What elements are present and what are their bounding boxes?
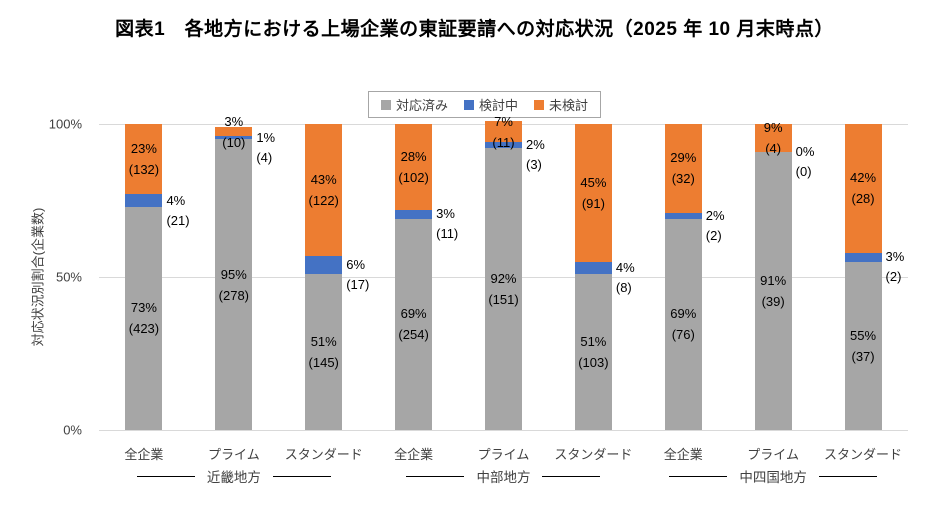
data-label-not-considered: 28% (102) [398,148,429,185]
bar-segment-done [574,273,612,430]
data-label-not-considered: 29% (32) [670,150,697,187]
group-separator-line [272,475,331,477]
bar-segment-considering [844,252,882,262]
x-tick-label: プライム [747,447,800,462]
bar-segment-not-considered [395,124,433,210]
data-label-considering: 6% (17) [346,256,370,292]
data-label-not-considered: 23% (132) [128,141,160,178]
legend-item-considering: 検討中 [464,95,518,114]
data-label-done: 92% (151) [488,271,519,308]
data-label-done: 95% (278) [218,266,250,303]
data-label-not-considered: 9% (4) [763,119,783,156]
x-tick-label: 全企業 [663,447,703,462]
bar-segment-not-considered [754,124,792,152]
bar-segment-done [485,148,522,430]
data-label-done: 51% (103) [578,333,609,370]
bar-segment-not-considered [664,124,702,213]
bar-segment-considering [574,261,612,274]
bar-segment-considering [664,212,702,219]
group-separator-line [136,475,195,477]
data-label-not-considered: 45% (91) [580,174,607,211]
data-label-considering: 2% (3) [526,137,545,173]
x-tick-label: スタンダード [554,447,633,462]
gridline-0 [99,430,908,431]
x-tick-label: 全企業 [394,447,434,462]
group-label: 中部地方 [476,470,531,485]
legend-swatch-not-considered [534,99,545,110]
bar-segment-considering [395,209,433,219]
data-label-not-considered: 42% (28) [850,170,877,207]
bar-segment-not-considered [574,124,612,262]
data-label-considering: 3% (2) [885,249,905,285]
group-separator-line [669,475,728,477]
x-tick-label: プライム [477,447,530,462]
bar-segment-done [125,206,163,430]
legend-label-not-considered: 未検討 [549,98,589,113]
y-tick-label: 0% [63,422,82,438]
group-label: 中四国地方 [739,470,807,485]
data-label-considering: 3% (11) [436,206,459,242]
data-label-considering: 1% (4) [256,129,276,165]
bar-segment-done [305,273,343,430]
group-separator-line [818,475,877,477]
data-label-not-considered: 3% (10) [222,113,246,150]
bar-segment-done [395,218,433,430]
legend-label-considering: 検討中 [479,98,519,113]
x-tick-label: スタンダード [824,447,903,462]
data-label-done: 69% (76) [670,306,697,343]
data-label-considering: 4% (8) [615,259,635,295]
group-label-row: 中部地方 [369,467,639,485]
bar-segment-done [844,261,882,430]
data-label-considering: 4% (21) [166,192,190,228]
bar-segment-considering [485,142,522,149]
data-label-done: 55% (37) [850,327,877,364]
data-label-not-considered: 43% (122) [308,171,339,208]
y-tick-label: 50% [55,269,82,285]
legend: 対応済み 検討中 未検討 [368,91,602,118]
bar-segment-done [215,139,253,430]
data-label-not-considered: 7% (11) [492,113,515,150]
chart-title: 図表1 各地方における上場企業の東証要請への対応状況（2025 年 10 月末時… [115,19,834,40]
bar-segment-considering [125,194,163,207]
data-label-considering: 2% (2) [705,207,725,243]
data-label-done: 51% (145) [308,333,339,370]
group-label-row: 近畿地方 [99,467,369,485]
data-label-done: 69% (254) [398,306,429,343]
y-axis-title: 対応状況別割合(企業数) [30,207,46,347]
bar-segment-not-considered [844,124,882,253]
data-label-done: 91% (39) [760,272,787,309]
bar-segment-considering [215,136,253,140]
y-tick-label: 100% [48,116,82,132]
legend-item-done: 対応済み [381,95,448,114]
group-separator-line [542,475,601,477]
x-tick-label: スタンダード [284,447,363,462]
legend-item-not-considered: 未検討 [534,95,588,114]
bar-segment-not-considered [305,124,343,256]
group-label: 近畿地方 [206,470,261,485]
bar-segment-done [664,218,702,430]
bar-segment-done [754,151,792,430]
bar-segment-not-considered [485,120,522,143]
legend-swatch-considering [464,99,475,110]
bar-segment-not-considered [215,127,253,137]
x-tick-label: プライム [207,447,260,462]
data-label-done: 73% (423) [128,300,160,337]
group-separator-line [406,475,465,477]
group-label-row: 中四国地方 [638,467,908,485]
bar-segment-considering [305,255,343,274]
x-tick-label: 全企業 [124,447,164,462]
legend-label-done: 対応済み [396,98,449,113]
data-label-considering: 0% (0) [795,143,815,179]
bar-segment-not-considered [125,124,163,195]
legend-swatch-done [381,99,391,110]
